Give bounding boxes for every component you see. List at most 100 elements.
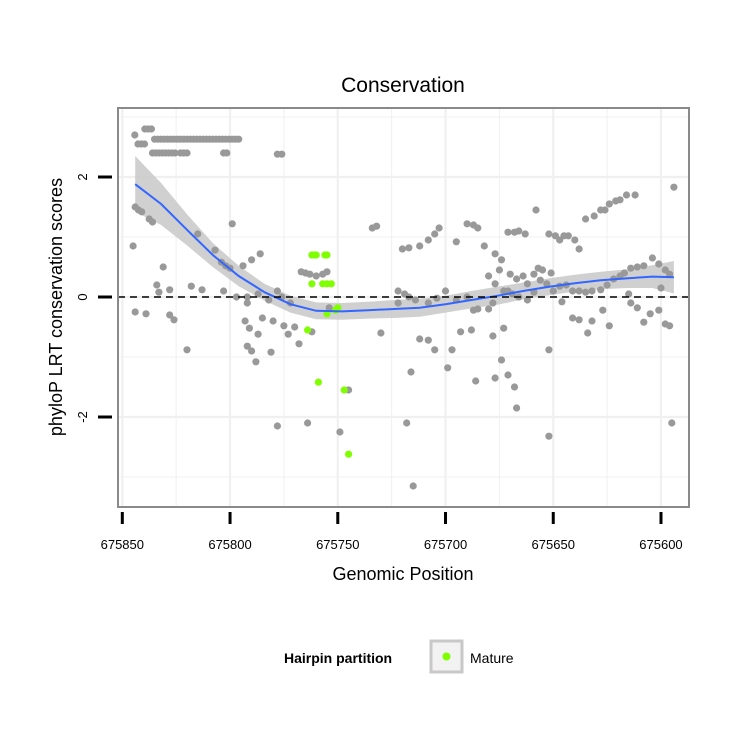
other-point bbox=[269, 317, 277, 325]
other-point bbox=[480, 242, 488, 250]
y-axis-title: phyloP LRT conservation scores bbox=[46, 178, 66, 436]
other-point bbox=[605, 322, 613, 330]
other-point bbox=[603, 281, 611, 289]
other-point bbox=[510, 383, 519, 391]
other-point bbox=[588, 317, 596, 325]
mature-point bbox=[323, 251, 331, 259]
other-point bbox=[452, 238, 460, 246]
other-point bbox=[252, 358, 260, 366]
other-point bbox=[590, 212, 598, 220]
other-point bbox=[433, 294, 441, 302]
other-point bbox=[394, 299, 402, 307]
other-point bbox=[467, 326, 475, 334]
other-point bbox=[489, 332, 497, 340]
other-point bbox=[131, 308, 139, 316]
other-point bbox=[491, 374, 499, 382]
other-point bbox=[306, 270, 314, 278]
other-point bbox=[312, 272, 320, 280]
other-point bbox=[504, 228, 512, 236]
y-tick-label: 0 bbox=[75, 293, 90, 300]
x-tick-label: 675650 bbox=[532, 537, 575, 552]
other-point bbox=[198, 286, 206, 294]
other-point bbox=[616, 196, 624, 204]
x-axis: 675850 675800 675750 675700 675650 675600 bbox=[101, 512, 683, 552]
mature-point bbox=[345, 450, 353, 458]
other-point bbox=[532, 206, 540, 214]
mature-point bbox=[312, 251, 320, 259]
other-point bbox=[235, 135, 243, 143]
other-point bbox=[248, 256, 256, 264]
x-tick-label: 675750 bbox=[316, 537, 359, 552]
other-point bbox=[569, 287, 577, 295]
other-point bbox=[545, 432, 553, 440]
other-point bbox=[513, 275, 521, 283]
other-point bbox=[278, 150, 286, 158]
other-point bbox=[521, 230, 529, 238]
x-tick-label: 675600 bbox=[639, 537, 682, 552]
other-point bbox=[403, 419, 411, 427]
other-point bbox=[448, 346, 456, 354]
other-point bbox=[648, 254, 657, 262]
other-point bbox=[558, 298, 566, 306]
other-point bbox=[513, 404, 521, 412]
other-point bbox=[506, 270, 514, 278]
other-point bbox=[239, 262, 247, 270]
legend-title: Hairpin partition bbox=[284, 650, 392, 666]
other-point bbox=[536, 276, 544, 284]
other-point bbox=[291, 323, 299, 331]
other-point bbox=[441, 287, 450, 295]
other-point bbox=[627, 264, 635, 272]
other-point bbox=[131, 131, 139, 139]
other-point bbox=[599, 306, 607, 314]
other-point bbox=[325, 304, 333, 312]
legend-label-mature: Mature bbox=[470, 650, 514, 666]
smooth-trend-line bbox=[134, 183, 674, 313]
mature-point bbox=[334, 304, 342, 312]
other-point bbox=[575, 245, 583, 253]
x-tick-label: 675850 bbox=[101, 537, 144, 552]
other-point bbox=[416, 335, 424, 343]
other-point bbox=[457, 328, 465, 336]
other-point bbox=[258, 314, 266, 322]
other-point bbox=[666, 270, 674, 278]
other-point bbox=[575, 287, 583, 295]
other-point bbox=[538, 266, 547, 274]
other-point bbox=[582, 288, 590, 296]
y-axis: -2 0 2 bbox=[75, 173, 112, 423]
other-point bbox=[640, 262, 648, 270]
other-point bbox=[243, 293, 251, 301]
other-point bbox=[405, 244, 413, 252]
other-point bbox=[605, 200, 613, 208]
mature-point bbox=[340, 386, 348, 394]
other-point bbox=[183, 346, 191, 354]
other-point bbox=[424, 336, 432, 344]
other-point bbox=[655, 260, 663, 268]
other-point bbox=[153, 281, 161, 289]
other-point bbox=[523, 280, 532, 288]
other-point bbox=[159, 263, 167, 271]
other-point bbox=[245, 324, 253, 332]
other-point bbox=[545, 346, 553, 354]
other-point bbox=[497, 356, 506, 364]
other-point bbox=[273, 287, 281, 295]
other-point bbox=[254, 290, 262, 298]
other-point bbox=[129, 242, 137, 250]
other-point bbox=[243, 342, 251, 350]
other-point bbox=[597, 286, 605, 294]
other-point bbox=[474, 224, 482, 232]
mature-point bbox=[304, 326, 312, 334]
other-point bbox=[640, 318, 648, 326]
other-point bbox=[515, 227, 523, 235]
other-point bbox=[620, 269, 629, 277]
other-point bbox=[543, 280, 551, 288]
other-point bbox=[273, 422, 281, 430]
other-point bbox=[265, 296, 273, 304]
other-point bbox=[304, 419, 312, 427]
x-tick-label: 675700 bbox=[424, 537, 467, 552]
other-point bbox=[625, 290, 633, 298]
other-point bbox=[256, 250, 264, 258]
other-point bbox=[138, 208, 146, 216]
other-point bbox=[211, 246, 219, 254]
other-point bbox=[171, 149, 179, 157]
other-point bbox=[407, 368, 415, 376]
